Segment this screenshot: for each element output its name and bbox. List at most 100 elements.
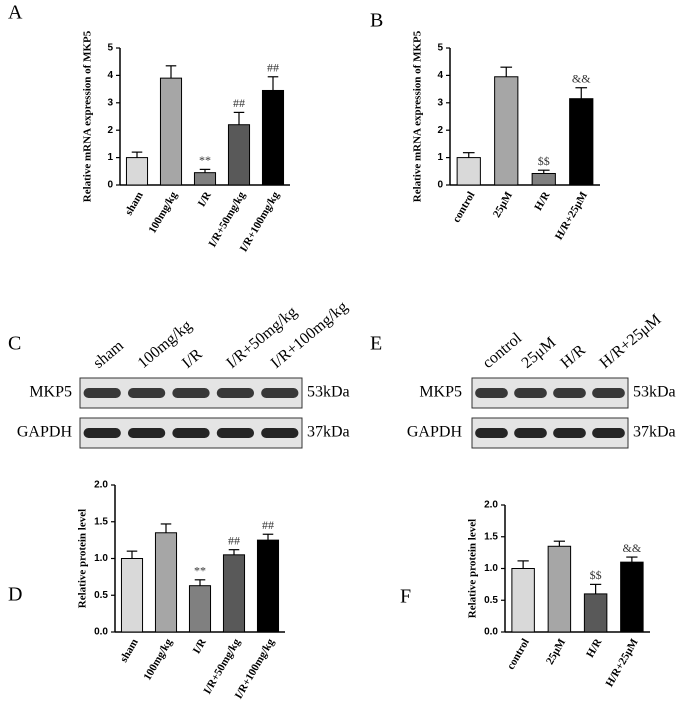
y-tick-label: 0.5 (484, 595, 498, 606)
y-tick-label: 3 (107, 97, 113, 108)
y-axis-label: Relative mRNA expression of MKP5 (412, 30, 424, 202)
x-tick-label: H/R (584, 636, 605, 660)
y-tick-label: 2 (107, 125, 113, 136)
annotation: && (572, 71, 591, 85)
y-tick-label: 0.0 (484, 627, 498, 638)
y-axis-label: Relative protein level (77, 509, 89, 608)
protein-label: MKP5 (29, 384, 72, 401)
band (553, 428, 586, 438)
bar (569, 98, 594, 186)
band (127, 428, 166, 438)
lane-label: H/R+25μM (597, 311, 665, 372)
x-tick-label: 25μM (544, 636, 569, 666)
band (172, 388, 210, 398)
band (83, 388, 121, 398)
band (216, 388, 255, 398)
y-tick-label: 0.0 (94, 627, 108, 638)
bar (222, 554, 246, 633)
bar (456, 157, 481, 186)
panel-label: B (370, 10, 383, 32)
size-label: 53kDa (633, 384, 676, 401)
band (514, 388, 547, 398)
lane-label: control (480, 329, 526, 372)
y-tick-label: 1.5 (484, 531, 498, 542)
annotation: ## (267, 61, 279, 75)
band (261, 388, 299, 398)
bar (256, 539, 280, 633)
panel-label: C (8, 333, 21, 355)
lane-label: I/R (179, 346, 206, 372)
bar (511, 568, 535, 633)
bar (120, 558, 144, 633)
band (592, 388, 625, 398)
x-tick-label: sham (123, 190, 146, 218)
band (172, 428, 210, 438)
lane-label: 25μM (519, 334, 560, 372)
x-tick-label: control (450, 190, 477, 225)
annotation: ** (199, 153, 211, 167)
y-axis-label: Relative protein level (467, 519, 479, 618)
y-tick-label: 5 (437, 43, 443, 54)
bar (159, 77, 183, 186)
band (83, 428, 121, 438)
bar (125, 157, 149, 186)
y-tick-label: 2.0 (484, 500, 498, 511)
x-tick-label: sham (118, 637, 141, 665)
y-tick-label: 4 (437, 70, 443, 81)
size-label: 37kDa (633, 424, 676, 441)
annotation: ## (228, 533, 240, 547)
x-tick-label: control (505, 637, 532, 672)
y-tick-label: 4 (107, 70, 113, 81)
band (261, 428, 299, 438)
bar (547, 545, 572, 633)
lane-label: I/R+100mg/kg (268, 298, 351, 372)
band (592, 428, 625, 438)
y-tick-label: 1 (107, 152, 113, 163)
protein-label: GAPDH (17, 424, 73, 441)
y-tick-label: 1.0 (94, 553, 108, 564)
bar (583, 593, 608, 633)
band (475, 388, 508, 398)
annotation: ## (233, 96, 245, 110)
band (127, 388, 166, 398)
bar (531, 172, 556, 186)
size-label: 37kDa (307, 424, 350, 441)
y-tick-label: 5 (107, 43, 113, 54)
y-tick-label: 0.5 (94, 590, 108, 601)
x-tick-label: I/R (191, 636, 210, 656)
band (475, 428, 508, 438)
x-tick-label: 100mg/kg (146, 189, 180, 235)
panel-label: E (370, 333, 382, 355)
y-axis-label: Relative mRNA expression of MKP5 (82, 30, 94, 202)
annotation: && (623, 541, 642, 555)
x-tick-label: 100mg/kg (141, 636, 175, 682)
y-tick-label: 2.0 (94, 480, 108, 491)
y-tick-label: 1 (437, 152, 443, 163)
y-tick-label: 1.0 (484, 563, 498, 574)
y-tick-label: 0 (437, 180, 443, 191)
x-tick-label: H/R (532, 189, 553, 213)
annotation: ## (262, 518, 274, 532)
y-tick-label: 2 (437, 125, 443, 136)
bar (154, 532, 178, 633)
annotation: $$ (590, 568, 602, 582)
band (216, 428, 255, 438)
bar (494, 76, 519, 186)
panel-label: D (8, 584, 22, 606)
annotation: $$ (538, 154, 550, 168)
bar (620, 561, 644, 633)
protein-label: MKP5 (419, 384, 462, 401)
x-tick-label: H/R+25μM (553, 189, 590, 242)
protein-label: GAPDH (407, 424, 463, 441)
lane-label: sham (90, 337, 127, 372)
bar (261, 89, 285, 186)
band (514, 428, 547, 438)
panel-label: F (400, 586, 411, 608)
y-tick-label: 1.5 (94, 516, 108, 527)
y-tick-label: 0 (107, 180, 113, 191)
panel-label: A (8, 2, 23, 24)
bar (227, 124, 251, 186)
lane-label: H/R (558, 341, 590, 371)
x-tick-label: I/R (196, 189, 215, 209)
